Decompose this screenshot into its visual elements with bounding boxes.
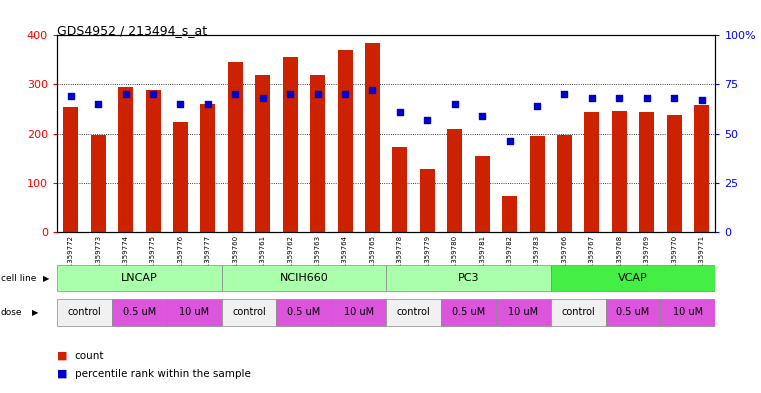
- Text: control: control: [396, 307, 431, 317]
- Bar: [386, 299, 441, 325]
- Bar: [386, 265, 551, 291]
- Point: [696, 97, 708, 103]
- Point: [531, 103, 543, 109]
- Text: LNCAP: LNCAP: [121, 273, 158, 283]
- Bar: [447, 129, 463, 232]
- Point: [284, 91, 296, 97]
- Point: [586, 95, 598, 101]
- Bar: [200, 104, 215, 232]
- Text: cell line: cell line: [1, 274, 36, 283]
- Text: 10 uM: 10 uM: [673, 307, 703, 317]
- Bar: [667, 115, 682, 232]
- Bar: [530, 136, 545, 232]
- Bar: [694, 105, 709, 232]
- Point: [119, 91, 132, 97]
- Bar: [420, 169, 435, 232]
- Bar: [276, 299, 331, 325]
- Point: [476, 113, 489, 119]
- Text: 0.5 uM: 0.5 uM: [288, 307, 320, 317]
- Text: 0.5 uM: 0.5 uM: [616, 307, 650, 317]
- Bar: [441, 299, 496, 325]
- Text: count: count: [75, 351, 104, 361]
- Bar: [551, 265, 715, 291]
- Text: 0.5 uM: 0.5 uM: [123, 307, 156, 317]
- Point: [339, 91, 351, 97]
- Point: [422, 117, 434, 123]
- Point: [174, 101, 186, 107]
- Text: control: control: [232, 307, 266, 317]
- Bar: [282, 57, 298, 232]
- Point: [613, 95, 626, 101]
- Bar: [112, 299, 167, 325]
- Point: [366, 87, 378, 94]
- Point: [229, 91, 241, 97]
- Bar: [91, 135, 106, 232]
- Text: ▶: ▶: [43, 274, 50, 283]
- Text: 10 uM: 10 uM: [508, 307, 539, 317]
- Bar: [551, 299, 606, 325]
- Bar: [255, 75, 270, 232]
- Text: control: control: [562, 307, 595, 317]
- Point: [311, 91, 323, 97]
- Bar: [661, 299, 715, 325]
- Point: [256, 95, 269, 101]
- Point: [449, 101, 461, 107]
- Text: percentile rank within the sample: percentile rank within the sample: [75, 369, 250, 379]
- Bar: [145, 90, 161, 232]
- Text: VCAP: VCAP: [618, 273, 648, 283]
- Bar: [57, 265, 221, 291]
- Text: control: control: [68, 307, 101, 317]
- Bar: [228, 62, 243, 232]
- Bar: [118, 87, 133, 232]
- Text: 10 uM: 10 uM: [179, 307, 209, 317]
- Bar: [57, 299, 112, 325]
- Text: PC3: PC3: [457, 273, 479, 283]
- Text: ▶: ▶: [32, 308, 39, 317]
- Point: [668, 95, 680, 101]
- Bar: [365, 43, 380, 232]
- Text: ■: ■: [57, 369, 68, 379]
- Bar: [310, 75, 325, 232]
- Bar: [221, 299, 276, 325]
- Point: [394, 109, 406, 115]
- Point: [641, 95, 653, 101]
- Bar: [221, 265, 386, 291]
- Text: ■: ■: [57, 351, 68, 361]
- Text: GDS4952 / 213494_s_at: GDS4952 / 213494_s_at: [57, 24, 207, 37]
- Bar: [475, 156, 490, 232]
- Text: 10 uM: 10 uM: [344, 307, 374, 317]
- Text: 0.5 uM: 0.5 uM: [452, 307, 485, 317]
- Bar: [557, 134, 572, 232]
- Bar: [606, 299, 661, 325]
- Point: [559, 91, 571, 97]
- Bar: [331, 299, 386, 325]
- Bar: [393, 147, 407, 232]
- Bar: [338, 50, 352, 232]
- Point: [202, 101, 214, 107]
- Bar: [63, 107, 78, 232]
- Bar: [584, 112, 600, 232]
- Point: [147, 91, 159, 97]
- Point: [504, 138, 516, 145]
- Point: [92, 101, 104, 107]
- Bar: [639, 112, 654, 232]
- Bar: [167, 299, 221, 325]
- Point: [65, 93, 77, 99]
- Bar: [173, 122, 188, 232]
- Text: dose: dose: [1, 308, 22, 317]
- Bar: [496, 299, 551, 325]
- Text: NCIH660: NCIH660: [279, 273, 328, 283]
- Bar: [612, 110, 627, 232]
- Bar: [502, 195, 517, 232]
